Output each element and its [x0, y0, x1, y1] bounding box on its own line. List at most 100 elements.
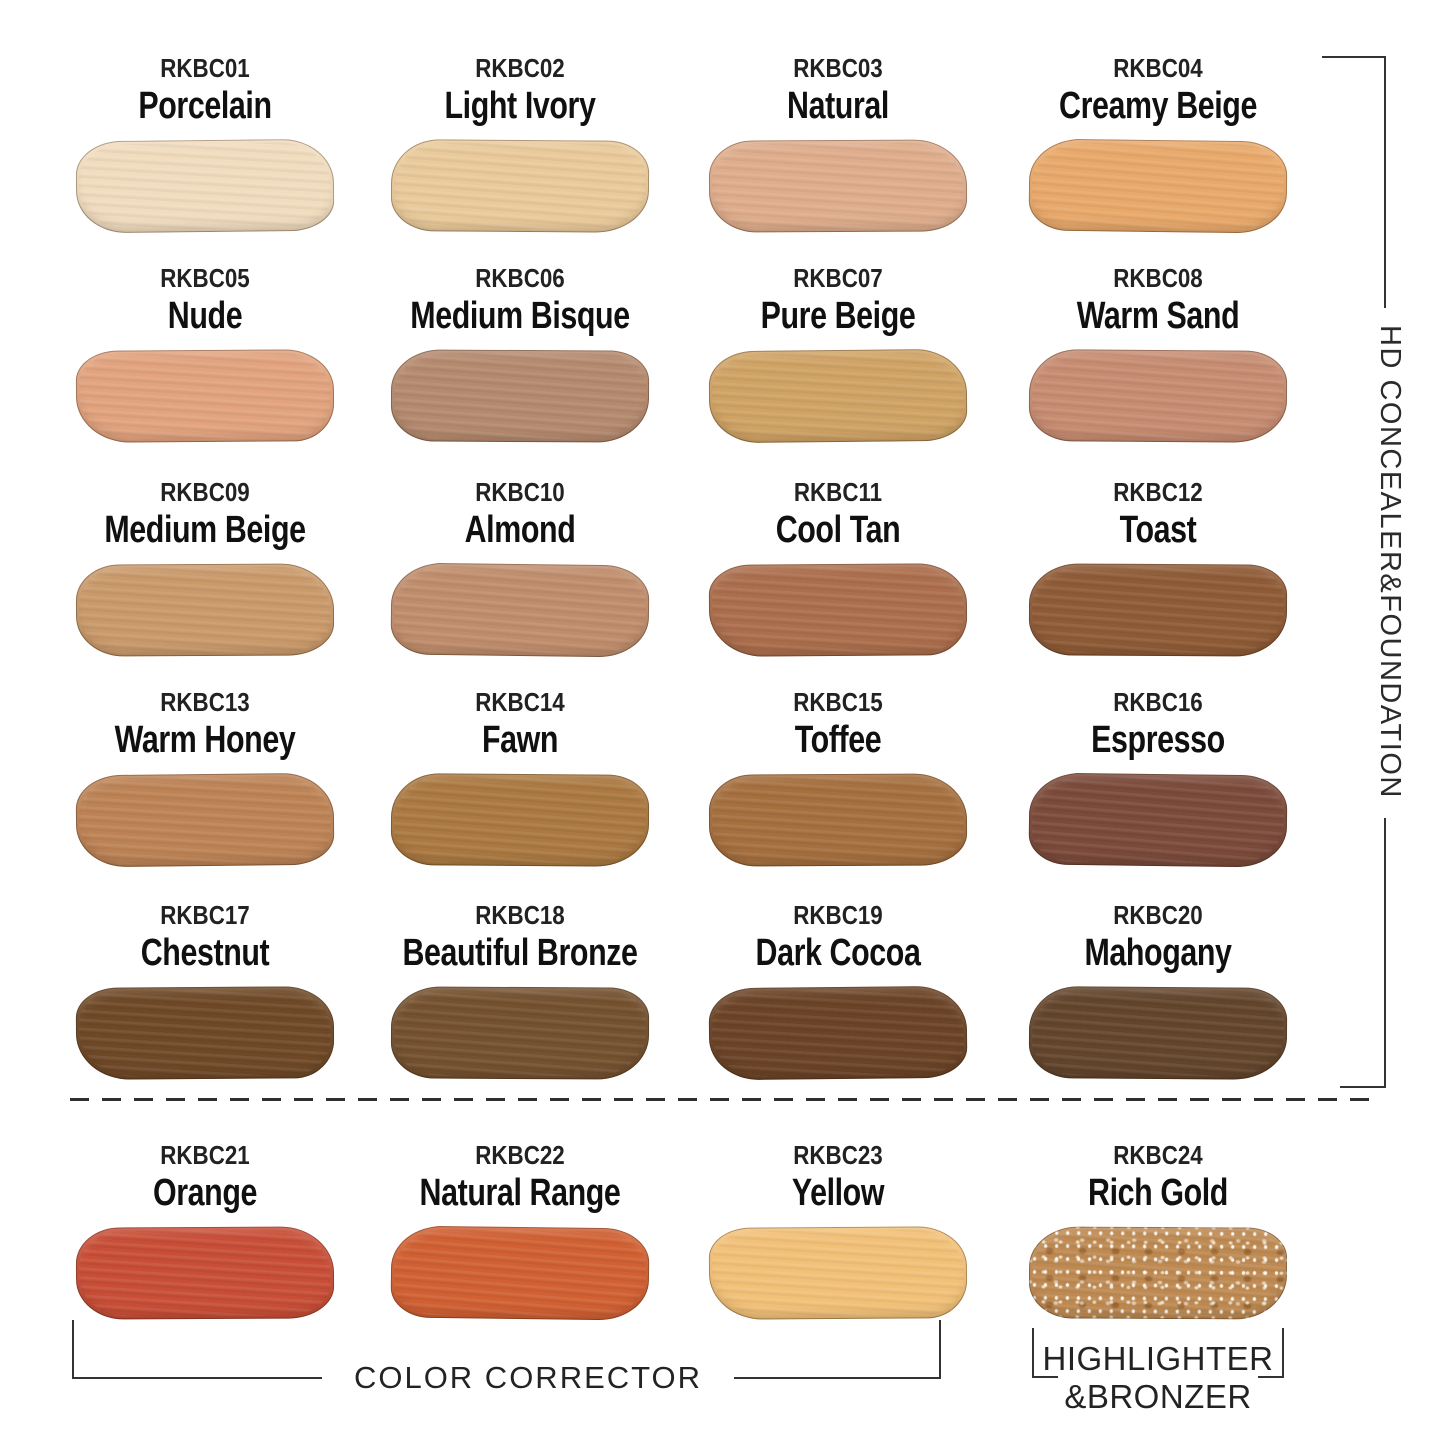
shade-name: Porcelain [138, 85, 272, 127]
shade-name: Natural Range [419, 1172, 621, 1214]
hb-bracket-left-vertical [1032, 1328, 1034, 1378]
shade-swatch [390, 986, 650, 1080]
shade-name: Toast [1119, 509, 1197, 551]
shade-name: Warm Sand [1076, 295, 1240, 337]
cc-bracket-left-stub [72, 1320, 74, 1379]
shade-cell: RKBC09 Medium Beige [55, 476, 355, 657]
shade-name: Orange [152, 1172, 258, 1214]
shade-swatch [708, 348, 968, 444]
shade-cell: RKBC06 Medium Bisque [370, 262, 670, 443]
shade-cell: RKBC11 Cool Tan [688, 476, 988, 657]
shade-cell: RKBC02 Light Ivory [370, 52, 670, 233]
shade-cell: RKBC19 Dark Cocoa [688, 899, 988, 1081]
shade-cell: RKBC13 Warm Honey [55, 686, 355, 868]
group-label-color-corrector: COLOR CORRECTOR [353, 1360, 703, 1395]
shade-code: RKBC11 [793, 477, 883, 507]
shade-name: Rich Gold [1088, 1172, 1228, 1214]
shade-name: Medium Bisque [410, 295, 630, 337]
shade-name: Natural [787, 85, 889, 127]
shade-cell: RKBC14 Fawn [370, 686, 670, 867]
shade-code: RKBC07 [793, 263, 883, 293]
shade-swatch [1028, 563, 1288, 657]
divider-dashed-line [70, 1098, 1382, 1101]
cc-bracket-left-line [72, 1377, 322, 1379]
shade-code: RKBC01 [160, 53, 250, 83]
shade-name: Pure Beige [760, 295, 916, 337]
shade-code: RKBC23 [793, 1140, 883, 1170]
shade-cell: RKBC16 Espresso [1008, 686, 1308, 868]
shade-name: Warm Honey [114, 719, 296, 761]
shade-code: RKBC16 [1113, 687, 1203, 717]
cc-bracket-right-stub [939, 1320, 941, 1379]
shade-swatch [1028, 138, 1288, 234]
shade-swatch [708, 563, 968, 657]
shade-swatch [1028, 1226, 1288, 1320]
shade-name: Yellow [791, 1172, 885, 1214]
shade-cell: RKBC08 Warm Sand [1008, 262, 1308, 443]
shade-swatch [75, 772, 335, 868]
shade-name: Chestnut [140, 932, 270, 974]
right-bracket-bottom-stub [1340, 1086, 1386, 1088]
shade-swatch [708, 773, 968, 867]
hb-bracket-left-horizontal [1032, 1376, 1058, 1378]
shade-cell: RKBC10 Almond [370, 476, 670, 658]
group-label-highlighter-bronzer: HIGHLIGHTER &BRONZER [1030, 1340, 1286, 1416]
shade-swatch [75, 138, 335, 234]
shade-cell: RKBC17 Chestnut [55, 899, 355, 1080]
shade-code: RKBC04 [1113, 53, 1203, 83]
shade-swatch [390, 562, 650, 658]
shade-code: RKBC03 [793, 53, 883, 83]
shade-swatch [708, 139, 968, 233]
shade-swatch [1028, 349, 1288, 443]
shade-cell: RKBC01 Porcelain [55, 52, 355, 234]
hb-bracket-right-vertical [1282, 1328, 1284, 1378]
shade-name: Fawn [481, 719, 559, 761]
shade-code: RKBC08 [1113, 263, 1203, 293]
shade-swatch [390, 1225, 650, 1321]
shade-cell: RKBC18 Beautiful Bronze [370, 899, 670, 1080]
shade-name: Nude [167, 295, 243, 337]
shade-name: Espresso [1091, 719, 1225, 761]
shade-cell: RKBC21 Orange [55, 1139, 355, 1320]
shade-code: RKBC12 [1113, 477, 1203, 507]
shade-name: Almond [464, 509, 576, 551]
shade-cell: RKBC23 Yellow [688, 1139, 988, 1320]
shade-code: RKBC14 [475, 687, 565, 717]
shade-cell: RKBC20 Mahogany [1008, 899, 1308, 1080]
shade-code: RKBC05 [160, 263, 250, 293]
shade-cell: RKBC24 Rich Gold [1008, 1139, 1308, 1320]
shade-swatch [1028, 986, 1288, 1080]
shade-cell: RKBC03 Natural [688, 52, 988, 233]
shade-cell: RKBC15 Toffee [688, 686, 988, 867]
shade-code: RKBC18 [475, 900, 565, 930]
shade-code: RKBC06 [475, 263, 565, 293]
group-label-concealer-foundation: HD CONCEALER&FOUNDATION [1374, 325, 1406, 799]
shade-swatch [1028, 772, 1288, 868]
shade-name: Toffee [794, 719, 882, 761]
shade-swatch [390, 139, 650, 233]
shade-cell: RKBC07 Pure Beige [688, 262, 988, 444]
shade-code: RKBC15 [793, 687, 883, 717]
shade-cell: RKBC22 Natural Range [370, 1139, 670, 1321]
shade-code: RKBC09 [160, 477, 250, 507]
shade-code: RKBC02 [475, 53, 565, 83]
shade-code: RKBC19 [793, 900, 883, 930]
shade-cell: RKBC12 Toast [1008, 476, 1308, 657]
shade-code: RKBC21 [160, 1140, 250, 1170]
shade-swatch [708, 985, 968, 1081]
shade-name: Light Ivory [444, 85, 596, 127]
shade-swatch [75, 563, 335, 657]
shade-name: Creamy Beige [1059, 85, 1257, 127]
shade-cell: RKBC05 Nude [55, 262, 355, 443]
shade-name: Beautiful Bronze [402, 932, 638, 974]
shade-name: Medium Beige [104, 509, 306, 551]
shade-swatch [390, 773, 650, 867]
right-bracket-lower-line [1384, 818, 1386, 1088]
shade-name: Dark Cocoa [755, 932, 921, 974]
shade-code: RKBC13 [160, 687, 250, 717]
shade-name: Cool Tan [775, 509, 901, 551]
shade-swatch [708, 1226, 968, 1320]
shade-swatch [75, 986, 335, 1080]
shade-swatch [75, 349, 335, 443]
